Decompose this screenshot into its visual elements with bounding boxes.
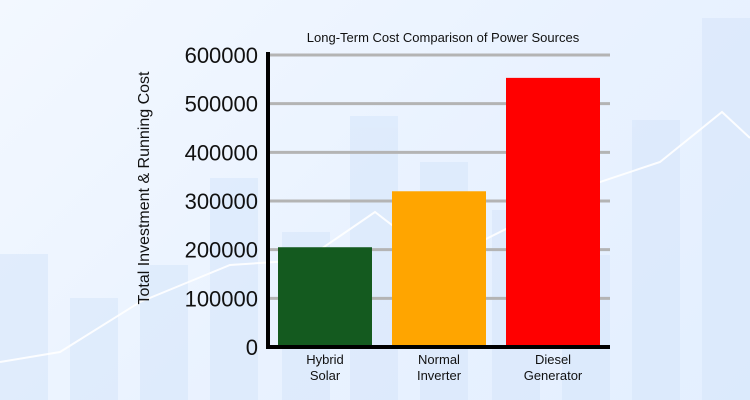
y-tick-label: 0 xyxy=(246,335,258,360)
y-tick-label: 500000 xyxy=(185,92,258,117)
x-category-label: Normal xyxy=(418,352,460,367)
y-tick-label: 100000 xyxy=(185,286,258,311)
x-category-label: Hybrid xyxy=(306,352,344,367)
y-tick-label: 600000 xyxy=(185,43,258,68)
bar-diesel-generator xyxy=(506,77,600,347)
y-axis-label: Total Investment & Running Cost xyxy=(136,71,153,305)
y-tick-label: 400000 xyxy=(185,140,258,165)
x-category-label: Diesel xyxy=(535,352,571,367)
bars xyxy=(278,77,600,347)
y-tick-label: 300000 xyxy=(185,189,258,214)
chart-title: Long-Term Cost Comparison of Power Sourc… xyxy=(307,30,580,45)
bar-hybrid-solar xyxy=(278,247,372,347)
x-category-label: Solar xyxy=(310,368,341,383)
axes xyxy=(266,52,610,349)
x-category-label: Generator xyxy=(524,368,583,383)
y-tick-label: 200000 xyxy=(185,238,258,263)
x-category-label: Inverter xyxy=(417,368,462,383)
y-tick-labels: 0 100000 200000 300000 400000 500000 600000 xyxy=(185,43,258,360)
bar-normal-inverter xyxy=(392,191,486,347)
